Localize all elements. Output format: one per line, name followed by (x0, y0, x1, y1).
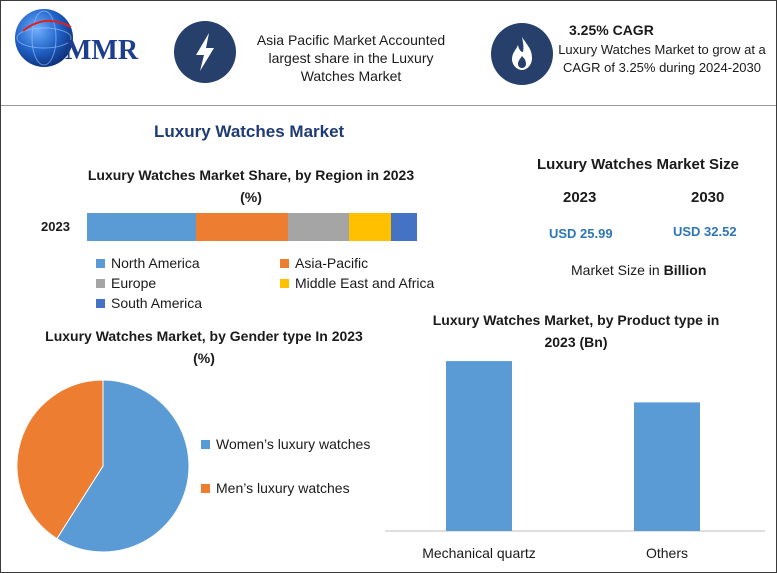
region-bar-segment-middle-east-and-africa (349, 213, 391, 241)
product-bar-chart: Mechanical quartz Others (385, 361, 765, 561)
region-stacked-bar (87, 213, 417, 241)
legend-women: Women’s luxury watches (201, 436, 370, 452)
market-size-value-2023: USD 25.99 (549, 226, 613, 241)
legend-men: Men’s luxury watches (201, 480, 350, 496)
legend-swatch-asia-pacific (280, 259, 289, 268)
header-divider (1, 105, 776, 106)
legend-swatch-mea (280, 279, 289, 288)
legend-label-north-america: North America (111, 255, 200, 271)
flame-icon (491, 23, 553, 85)
cagr-text: Luxury Watches Market to grow at a CAGR … (558, 42, 766, 75)
callout-asia-pacific: Asia Pacific Market Accounted largest sh… (256, 32, 446, 84)
lightning-icon (174, 21, 236, 83)
product-bar-mechanical-quartz (446, 361, 512, 531)
legend-south-america: South America (96, 295, 202, 311)
legend-label-women: Women’s luxury watches (216, 436, 371, 452)
legend-swatch-north-america (96, 259, 105, 268)
region-bar-segment-europe (288, 213, 350, 241)
legend-asia-pacific: Asia-Pacific (280, 255, 368, 271)
market-size-value-2030: USD 32.52 (673, 224, 737, 239)
cagr-title: 3.25% CAGR (569, 22, 654, 38)
product-bar-others (634, 402, 700, 531)
region-bar-segment-south-america (390, 213, 417, 241)
market-size-note-unit: Billion (663, 262, 707, 278)
legend-swatch-men (201, 484, 210, 493)
legend-north-america: North America (96, 255, 200, 271)
gender-pie-chart (16, 379, 190, 553)
market-size-unit-note: Market Size in Billion (571, 262, 706, 278)
region-bar-segment-asia-pacific (195, 213, 289, 241)
region-chart-title: Luxury Watches Market Share, by Region i… (87, 167, 415, 205)
market-size-title: Luxury Watches Market Size (537, 156, 740, 173)
market-size-note-prefix: Market Size in (571, 262, 664, 278)
legend-swatch-south-america (96, 299, 105, 308)
legend-label-men: Men’s luxury watches (216, 480, 350, 496)
product-chart-title: Luxury Watches Market, by Product type i… (432, 312, 720, 350)
gender-chart-title: Luxury Watches Market, by Gender type In… (45, 328, 363, 366)
legend-mea: Middle East and Africa (280, 275, 434, 291)
legend-label-south-america: South America (111, 295, 203, 311)
legend-label-asia-pacific: Asia-Pacific (295, 255, 369, 271)
product-tick-label: Mechanical quartz (422, 545, 536, 561)
region-category-label: 2023 (41, 219, 70, 234)
legend-swatch-europe (96, 279, 105, 288)
legend-europe: Europe (96, 275, 156, 291)
legend-swatch-women (201, 440, 210, 449)
logo-text: MMR (65, 35, 139, 66)
legend-label-mea: Middle East and Africa (295, 275, 435, 291)
main-title: Luxury Watches Market (154, 122, 345, 141)
globe-logo-icon (15, 9, 73, 67)
pie-slice-women (56, 379, 190, 553)
legend-label-europe: Europe (111, 275, 157, 291)
region-bar-segment-north-america (87, 213, 196, 241)
market-size-year-2023: 2023 (563, 189, 597, 206)
product-tick-label: Others (646, 545, 688, 561)
market-size-year-2030: 2030 (691, 189, 725, 206)
pie-slice-men (16, 379, 104, 540)
